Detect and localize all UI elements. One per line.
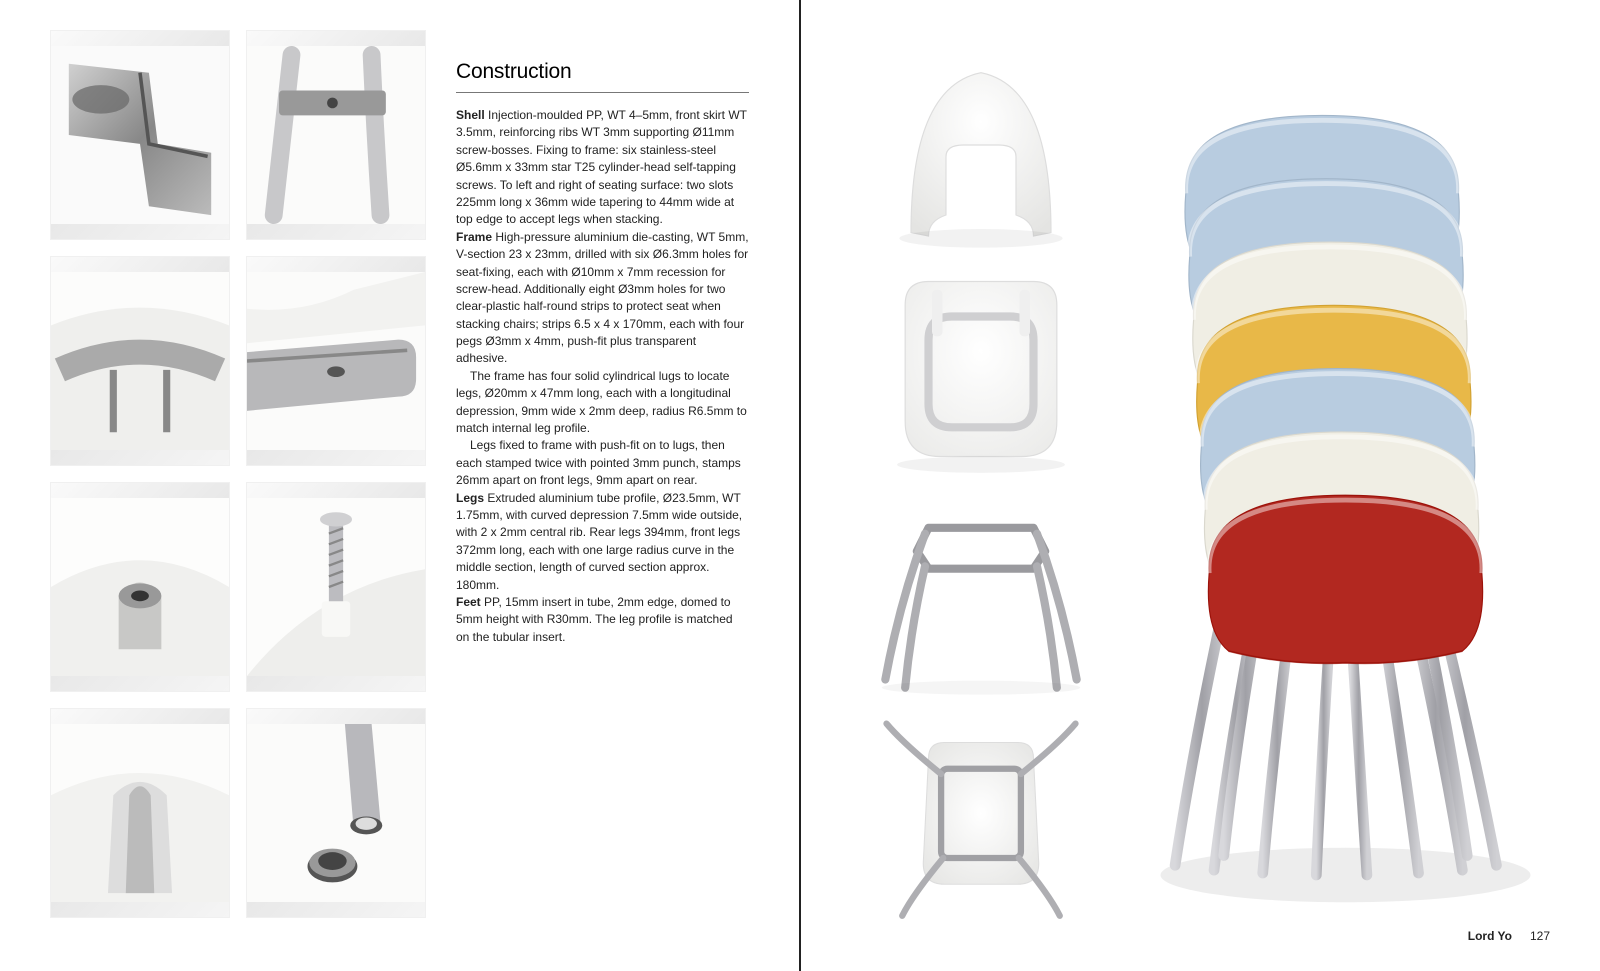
footer-product-name: Lord Yo [1468, 929, 1512, 943]
thumb-screw-boss [50, 482, 230, 692]
page-footer: Lord Yo 127 [1468, 929, 1550, 943]
para-shell: Shell Injection-moulded PP, WT 4–5mm, fr… [456, 107, 749, 229]
section-title: Construction [456, 60, 749, 93]
thumb-frame-drill [246, 256, 426, 466]
hero-stacked-chairs [1141, 30, 1550, 941]
para-legs-fix: Legs fixed to frame with push-fit on to … [456, 437, 749, 489]
chair-stack [1185, 115, 1483, 663]
comp-frame-legs [841, 487, 1121, 697]
comp-shell-frame [841, 264, 1121, 474]
detail-image-grid [50, 30, 426, 941]
para-feet: Feet PP, 15mm insert in tube, 2mm edge, … [456, 594, 749, 646]
page-left: Construction Shell Injection-moulded PP,… [0, 0, 800, 971]
construction-text-column: Construction Shell Injection-moulded PP,… [456, 30, 759, 941]
thumb-leg-join [246, 30, 426, 240]
para-lugs: The frame has four solid cylindrical lug… [456, 368, 749, 438]
thumb-tube-foot [246, 708, 426, 918]
page-right: Lord Yo 127 [800, 0, 1600, 971]
comp-chair-underside [841, 711, 1121, 921]
book-spread: Construction Shell Injection-moulded PP,… [0, 0, 1600, 971]
thumb-screw [246, 482, 426, 692]
comp-shell-top [841, 40, 1121, 250]
footer-page-number: 127 [1530, 929, 1550, 943]
thumb-shell-underside [50, 256, 230, 466]
para-legs: Legs Extruded aluminium tube profile, Ø2… [456, 490, 749, 594]
thumb-leg-curve [50, 708, 230, 918]
thumb-frame-joint [50, 30, 230, 240]
component-column [841, 30, 1121, 941]
para-frame: Frame High-pressure aluminium die-castin… [456, 229, 749, 368]
construction-body: Shell Injection-moulded PP, WT 4–5mm, fr… [456, 107, 749, 646]
